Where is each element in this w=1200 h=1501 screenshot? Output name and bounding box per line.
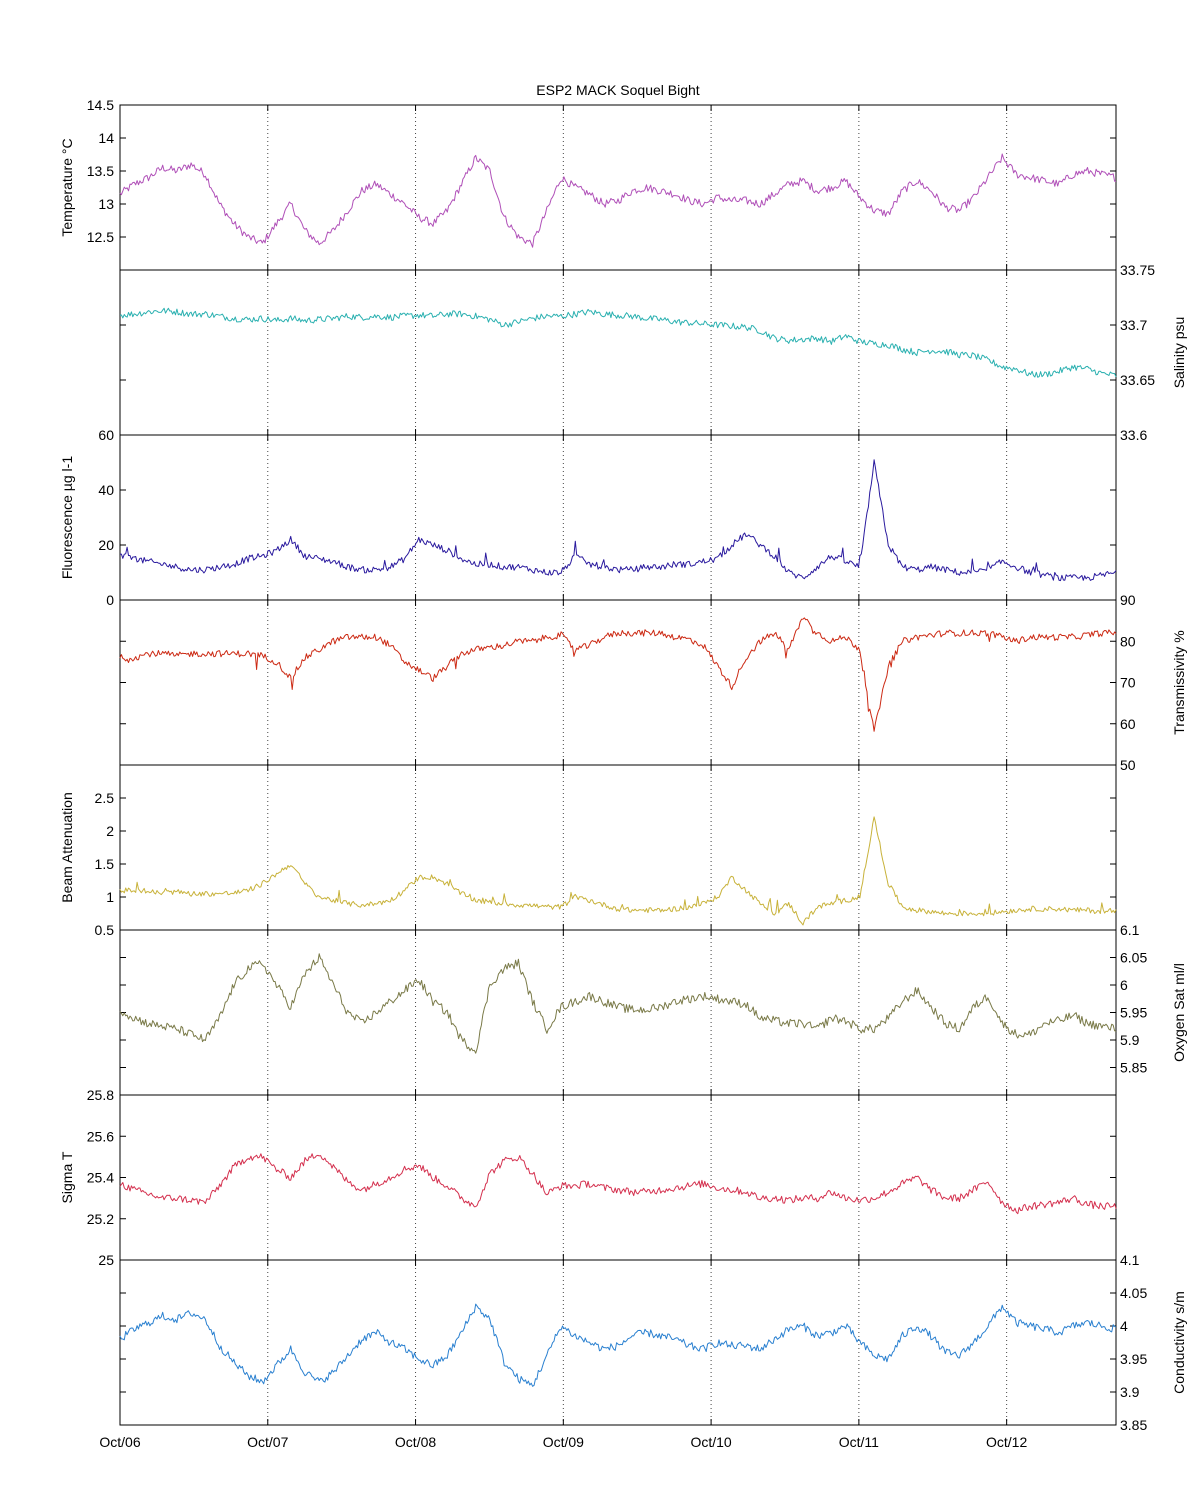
y-tick-label: 33.7 <box>1120 317 1147 333</box>
y-tick-label: 80 <box>1120 633 1136 649</box>
y-tick-label: 60 <box>98 427 114 443</box>
x-tick-label: Oct/12 <box>986 1434 1027 1450</box>
series-line-fluorescence-g-l-1 <box>120 459 1117 582</box>
y-tick-label: 70 <box>1120 675 1136 691</box>
y-tick-label: 3.95 <box>1120 1351 1147 1367</box>
y-tick-label: 33.6 <box>1120 427 1147 443</box>
panel-conductivity-s-m: 3.85 3.9 3.95 4 4.05 4.1 Conductivity s/m <box>119 1252 1187 1433</box>
series-line-temperature-c <box>119 153 1117 248</box>
chart-title: ESP2 MACK Soquel Bight <box>536 82 700 98</box>
y-axis-label: Oxygen Sat ml/l <box>1171 963 1187 1062</box>
y-tick-label: 0 <box>106 592 114 608</box>
y-tick-label: 0.5 <box>95 922 115 938</box>
series-line-oxygen-sat-ml-l <box>119 953 1117 1054</box>
y-tick-label: 33.75 <box>1120 262 1155 278</box>
y-tick-label: 40 <box>98 482 114 498</box>
x-tick-label: Oct/10 <box>690 1434 731 1450</box>
y-tick-label: 2.5 <box>95 790 115 806</box>
y-tick-label: 1.5 <box>95 856 115 872</box>
panel-oxygen-sat-ml-l: 5.85 5.9 5.95 6 6.05 6.1 Oxygen Sat ml/l <box>119 922 1187 1096</box>
panel-sigma-t: 25 25.2 25.4 25.6 25.8 Sigma T <box>59 1087 1117 1268</box>
y-tick-label: 3.85 <box>1120 1417 1147 1433</box>
y-axis-label: Beam Attenuation <box>59 792 75 903</box>
x-tick-label: Oct/09 <box>543 1434 584 1450</box>
y-tick-label: 6.1 <box>1120 922 1140 938</box>
series-line-conductivity-s-m <box>119 1303 1117 1387</box>
y-tick-label: 25.2 <box>87 1211 114 1227</box>
y-axis-label: Conductivity s/m <box>1171 1291 1187 1394</box>
y-tick-label: 5.95 <box>1120 1005 1147 1021</box>
y-axis-label: Transmissivity % <box>1171 630 1187 735</box>
y-tick-label: 5.9 <box>1120 1032 1140 1048</box>
x-tick-label: Oct/06 <box>99 1434 140 1450</box>
y-tick-label: 4.1 <box>1120 1252 1140 1268</box>
y-tick-label: 1 <box>106 889 114 905</box>
y-tick-label: 4 <box>1120 1318 1128 1334</box>
y-tick-label: 4.05 <box>1120 1285 1147 1301</box>
y-tick-label: 25.8 <box>87 1087 114 1103</box>
y-tick-label: 14.5 <box>87 97 114 113</box>
y-tick-label: 25.6 <box>87 1128 114 1144</box>
series-line-beam-attenuation <box>119 816 1117 926</box>
series-line-sigma-t <box>119 1153 1117 1215</box>
y-tick-label: 6 <box>1120 977 1128 993</box>
x-tick-label: Oct/07 <box>247 1434 288 1450</box>
y-tick-label: 3.9 <box>1120 1384 1140 1400</box>
y-tick-label: 60 <box>1120 716 1136 732</box>
y-tick-label: 13 <box>98 196 114 212</box>
y-axis-label: Salinity psu <box>1171 317 1187 389</box>
series-line-transmissivity <box>119 617 1117 732</box>
y-tick-label: 20 <box>98 537 114 553</box>
x-tick-label: Oct/11 <box>839 1434 879 1450</box>
y-tick-label: 25 <box>98 1252 114 1268</box>
y-tick-label: 6.05 <box>1120 950 1147 966</box>
y-tick-label: 90 <box>1120 592 1136 608</box>
y-axis-label: Temperature °C <box>59 138 75 236</box>
y-tick-label: 2 <box>106 823 114 839</box>
panel-frame <box>119 1259 1117 1426</box>
y-axis-label: Sigma T <box>59 1151 75 1203</box>
y-tick-label: 33.65 <box>1120 372 1155 388</box>
series-line-salinity-psu <box>119 307 1117 378</box>
y-tick-label: 13.5 <box>87 163 114 179</box>
x-tick-label: Oct/08 <box>395 1434 436 1450</box>
y-tick-label: 14 <box>98 130 114 146</box>
y-tick-label: 50 <box>1120 757 1136 773</box>
y-tick-label: 5.85 <box>1120 1060 1147 1076</box>
y-tick-label: 25.4 <box>87 1170 114 1186</box>
y-tick-label: 12.5 <box>87 229 114 245</box>
y-axis-label: Fluorescence µg l-1 <box>59 456 75 579</box>
